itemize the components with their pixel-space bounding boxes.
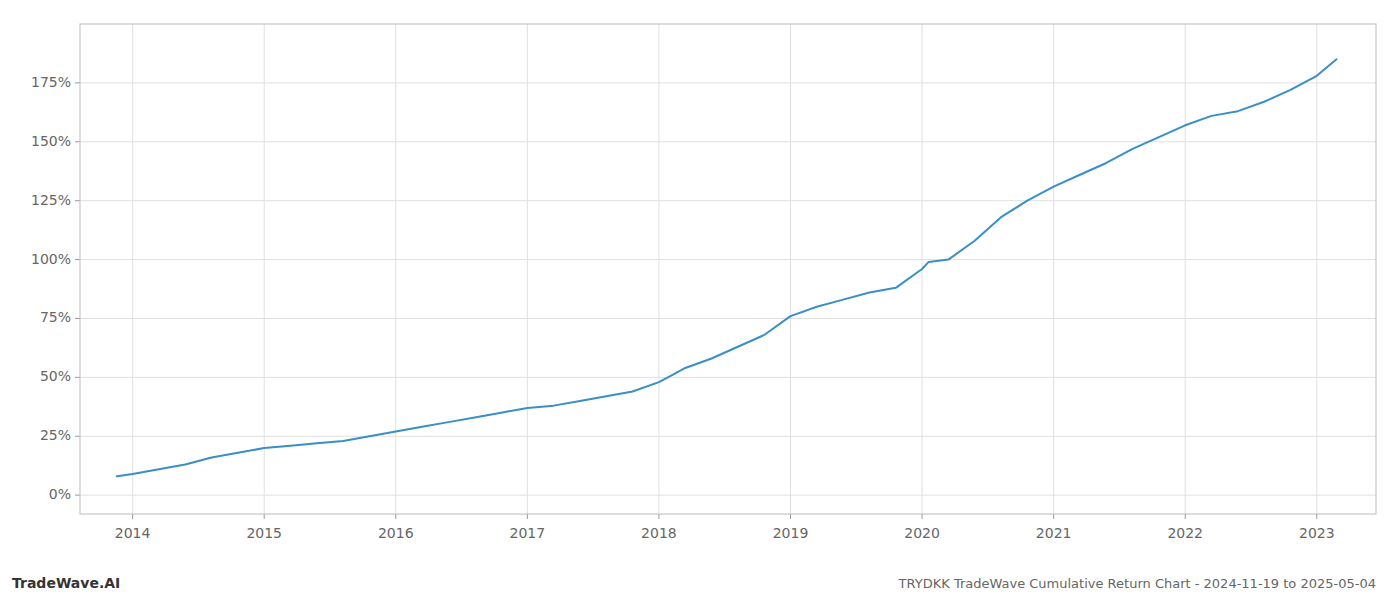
chart-title: TRYDKK TradeWave Cumulative Return Chart… [898,576,1376,591]
data-line [117,59,1337,476]
y-tick [75,200,80,201]
y-tick [75,318,80,319]
x-grid-line [132,24,133,514]
x-grid-line [527,24,528,514]
y-tick [75,141,80,142]
y-tick-label: 100% [31,251,71,267]
data-group [117,59,1337,476]
x-grid-line [790,24,791,514]
y-tick [75,377,80,378]
x-tick-label: 2023 [1299,525,1335,541]
x-tick-label: 2017 [510,525,546,541]
y-tick [75,259,80,260]
x-tick-label: 2014 [115,525,151,541]
x-grid-line [395,24,396,514]
y-tick-label: 175% [31,74,71,90]
x-tick [1316,514,1317,519]
x-tick [132,514,133,519]
y-grid-line [80,200,1376,201]
y-tick-label: 150% [31,133,71,149]
y-grid-line [80,436,1376,437]
y-tick [75,495,80,496]
x-tick [922,514,923,519]
x-tick [264,514,265,519]
x-tick [395,514,396,519]
chart-svg: 2014 2015 2016 2017 2018 2019 2020 2021 2022 2023… [0,0,1400,600]
x-grid-line [1316,24,1317,514]
y-grid-line [80,377,1376,378]
y-grid-line [80,495,1376,496]
y-grid-line [80,141,1376,142]
axes: 2014 2015 2016 2017 2018 2019 2020 2021 2022 2023… [31,24,1376,541]
grid [80,24,1376,514]
x-tick [1185,514,1186,519]
y-tick [75,82,80,83]
x-tick [1053,514,1054,519]
y-grid-line [80,82,1376,83]
x-tick-label: 2015 [246,525,282,541]
x-tick-label: 2022 [1167,525,1203,541]
x-tick-label: 2021 [1036,525,1072,541]
x-grid-line [658,24,659,514]
x-tick-label: 2018 [641,525,677,541]
chart-container: 2014 2015 2016 2017 2018 2019 2020 2021 2022 2023… [0,0,1400,600]
x-tick-label: 2016 [378,525,414,541]
y-grid-line [80,259,1376,260]
x-tick [790,514,791,519]
x-tick [527,514,528,519]
x-grid-line [1185,24,1186,514]
x-tick [658,514,659,519]
plot-frame [80,24,1376,514]
y-tick-label: 50% [40,368,71,384]
y-grid-line [80,318,1376,319]
x-tick-label: 2020 [904,525,940,541]
y-tick-label: 0% [49,486,71,502]
y-tick [75,436,80,437]
y-tick-label: 75% [40,309,71,325]
x-grid-line [264,24,265,514]
x-grid-line [1053,24,1054,514]
y-tick-label: 25% [40,427,71,443]
watermark: TradeWave.AI [12,575,120,591]
y-tick-label: 125% [31,192,71,208]
x-tick-label: 2019 [773,525,809,541]
